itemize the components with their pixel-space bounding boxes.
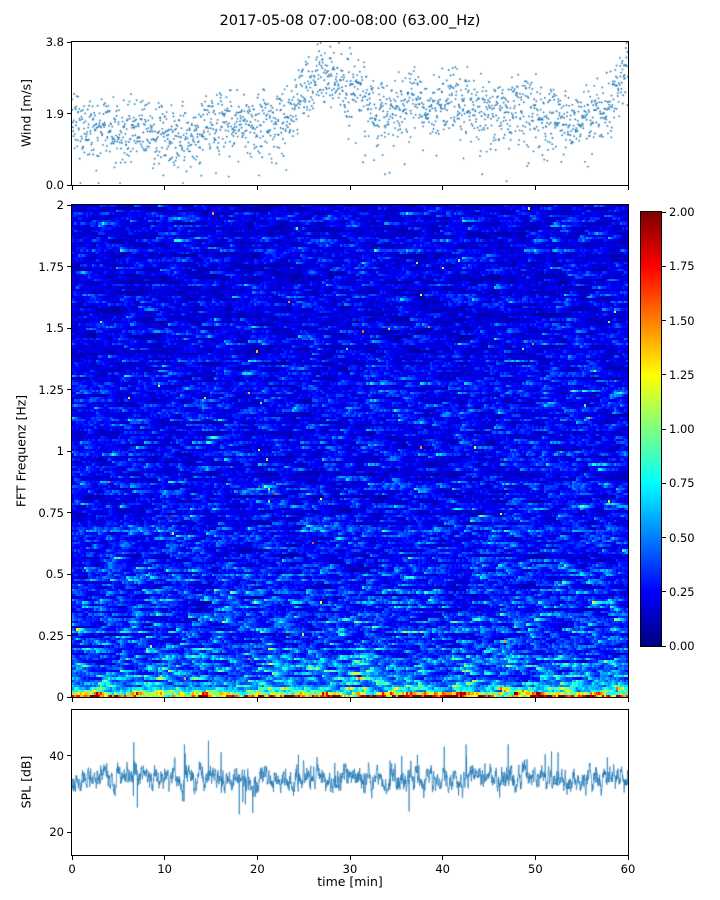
wind-y-tick-label: 0.0 xyxy=(45,178,64,192)
colorbar-tick-label: 0.50 xyxy=(669,530,695,545)
wind-y-axis-label: Wind [m/s] xyxy=(18,78,34,148)
spectrogram-y-tick-mark xyxy=(67,450,71,452)
spl-x-tick-mark xyxy=(71,856,73,860)
colorbar-tick-label: 0.00 xyxy=(669,639,695,653)
spectrogram-y-tick-mark xyxy=(67,635,71,636)
spectrogram-y-tick-label: 0.75 xyxy=(38,505,64,520)
colorbar-tick-label: 1.00 xyxy=(669,422,695,436)
colorbar-tick-mark xyxy=(662,265,666,267)
spl-x-tick-label: 30 xyxy=(342,862,358,876)
spl-x-tick-label: 20 xyxy=(250,862,265,876)
wind-y-tick-mark xyxy=(67,113,71,114)
spl-x-tick-mark xyxy=(627,856,629,860)
spl-y-tick-mark xyxy=(67,831,71,833)
spl-x-tick-mark xyxy=(256,856,258,860)
colorbar-tick-mark xyxy=(662,537,666,538)
x-axis-label: time [min] xyxy=(317,874,383,889)
colorbar-tick-label: 2.00 xyxy=(669,205,695,219)
colorbar-tick-mark xyxy=(662,428,666,430)
spectrogram-y-tick-mark xyxy=(67,696,71,698)
spectrogram-y-tick-mark xyxy=(67,327,71,329)
colorbar-tick-label: 1.75 xyxy=(669,259,695,274)
spectrogram-x-tick-mark xyxy=(627,698,629,702)
spectrogram-y-tick-label: 1.25 xyxy=(38,382,64,397)
colorbar: 0.00 0.25 0.50 0.75 1.00 1.25 1.50 1.75 2.00 xyxy=(640,205,695,653)
colorbar-tick-mark xyxy=(662,211,666,213)
wind-y-tick-mark xyxy=(67,184,71,186)
spectrogram-x-tick-mark xyxy=(164,698,166,702)
wind-y-tick-label: 3.8 xyxy=(45,35,64,49)
colorbar-tick-mark xyxy=(662,374,666,376)
spectrogram-y-tick-label: 0.25 xyxy=(38,628,64,643)
colorbar-tick-label: 0.25 xyxy=(669,584,695,599)
colorbar-tick-mark xyxy=(662,645,666,647)
spectrogram-y-tick-label: 1.75 xyxy=(38,259,64,274)
wind-x-tick-mark xyxy=(164,186,166,190)
colorbar-canvas xyxy=(641,212,661,646)
figure-title: 2017-05-08 07:00-08:00 (63.00_Hz) xyxy=(219,13,481,29)
spl-x-tick-mark xyxy=(349,856,351,860)
spl-line-canvas xyxy=(72,710,628,855)
colorbar-tick-label: 0.75 xyxy=(669,476,695,491)
spectrogram-plot: 0 0.25 0.5 0.75 1 1.25 1.5 1.75 2 xyxy=(38,198,629,704)
spl-line-plot: 20 40 0 10 20 30 40 50 60 xyxy=(49,709,635,876)
spectrogram-y-tick-label: 1.5 xyxy=(45,321,64,335)
spl-y-tick-label: 20 xyxy=(49,825,64,840)
colorbar-tick-label: 1.50 xyxy=(669,313,695,328)
colorbar-tick-mark xyxy=(662,482,666,484)
wind-x-tick-mark xyxy=(71,186,73,190)
spectrogram-y-tick-label: 0.5 xyxy=(45,567,64,581)
wind-x-tick-mark xyxy=(627,186,629,190)
spectrogram-x-tick-mark xyxy=(71,698,73,702)
wind-x-tick-mark xyxy=(349,186,351,190)
spl-x-tick-label: 40 xyxy=(435,862,450,876)
spl-x-tick-label: 0 xyxy=(68,862,76,876)
spectrogram-y-tick-mark xyxy=(67,512,71,513)
spectrogram-y-tick-mark xyxy=(67,389,71,390)
spectrogram-y-tick-mark xyxy=(67,266,71,267)
spl-x-tick-label: 60 xyxy=(620,862,636,876)
wind-x-tick-mark xyxy=(256,186,258,190)
spectrogram-y-tick-label: 0 xyxy=(56,690,64,704)
spl-x-tick-mark xyxy=(534,856,536,860)
spectrogram-y-axis-label: FFT Frequenz [Hz] xyxy=(13,394,29,508)
colorbar-tick-mark xyxy=(662,591,666,593)
wind-x-tick-mark xyxy=(442,186,444,190)
spectrogram-x-tick-mark xyxy=(256,698,258,702)
spl-x-tick-mark xyxy=(164,856,166,860)
spectrogram-x-tick-mark xyxy=(534,698,536,702)
spl-y-axis-label: SPL [dB] xyxy=(18,755,34,809)
spectrogram-y-tick-label: 1 xyxy=(56,444,64,458)
spl-x-tick-label: 50 xyxy=(528,862,543,876)
wind-scatter-plot: 0.0 1.9 3.8 xyxy=(46,35,629,192)
wind-x-tick-mark xyxy=(534,186,536,190)
spl-y-tick-mark xyxy=(67,755,71,757)
spectrogram-x-tick-mark xyxy=(349,698,351,702)
wind-y-tick-mark xyxy=(67,41,71,43)
spectrogram-y-tick-mark xyxy=(67,204,71,206)
spl-y-tick-label: 40 xyxy=(49,748,64,763)
spectrogram-x-tick-mark xyxy=(442,698,444,702)
spectrogram-y-tick-label: 2 xyxy=(56,198,64,212)
wind-scatter-canvas xyxy=(72,42,628,185)
wind-y-tick-label: 1.9 xyxy=(45,106,64,121)
spl-x-tick-label: 10 xyxy=(157,862,172,876)
spectrogram-y-tick-mark xyxy=(67,573,71,575)
colorbar-tick-mark xyxy=(662,320,666,321)
spectrogram-canvas xyxy=(72,205,628,697)
colorbar-tick-label: 1.25 xyxy=(669,367,695,382)
spl-x-tick-mark xyxy=(442,856,444,860)
